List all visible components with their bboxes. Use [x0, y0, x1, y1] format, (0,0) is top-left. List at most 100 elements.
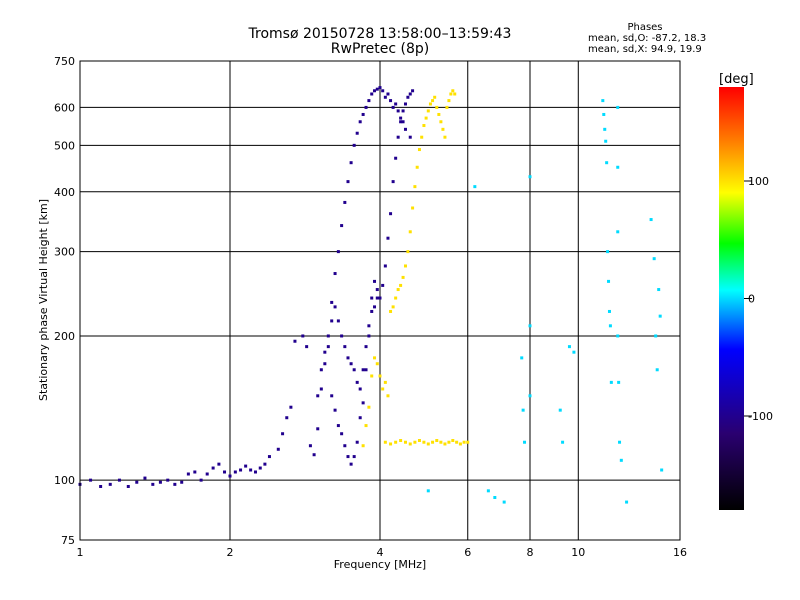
- data-point: [233, 470, 237, 474]
- data-point: [361, 112, 365, 116]
- data-point: [389, 309, 393, 313]
- data-point: [336, 250, 340, 254]
- x-tick-label: 10: [571, 546, 585, 559]
- data-points: [78, 86, 664, 504]
- data-point: [486, 489, 490, 493]
- data-point: [408, 230, 412, 234]
- data-point: [652, 257, 656, 261]
- data-point: [401, 120, 405, 124]
- data-point: [375, 288, 379, 292]
- data-point: [373, 279, 377, 283]
- data-point: [422, 124, 426, 128]
- data-point: [655, 368, 659, 372]
- data-point: [426, 442, 430, 446]
- data-point: [367, 334, 371, 338]
- y-tick-label: 400: [54, 186, 75, 199]
- data-point: [361, 368, 365, 372]
- data-point: [396, 288, 400, 292]
- x-tick-label: 1: [77, 546, 84, 559]
- data-point: [422, 440, 426, 444]
- data-point: [606, 250, 610, 254]
- data-point: [389, 442, 393, 446]
- colorbar-tick-label: 0: [748, 293, 755, 306]
- data-point: [211, 466, 215, 470]
- data-point: [364, 368, 368, 372]
- data-point: [249, 468, 253, 472]
- data-point: [453, 92, 457, 96]
- data-point: [572, 350, 576, 354]
- data-point: [375, 362, 379, 366]
- data-point: [408, 135, 412, 139]
- data-point: [267, 455, 271, 459]
- data-point: [333, 272, 337, 276]
- data-point: [618, 440, 622, 444]
- data-point: [391, 305, 395, 309]
- data-point: [312, 453, 316, 457]
- data-point: [258, 466, 262, 470]
- data-point: [228, 474, 232, 478]
- x-tick-label: 2: [227, 546, 234, 559]
- x-tick-label: 6: [464, 546, 471, 559]
- data-point: [561, 440, 565, 444]
- data-point: [437, 112, 441, 116]
- data-point: [244, 464, 248, 468]
- data-point: [349, 462, 353, 466]
- data-point: [375, 296, 379, 300]
- data-point: [367, 405, 371, 409]
- data-point: [378, 296, 382, 300]
- data-point: [406, 95, 410, 99]
- data-point: [394, 156, 398, 160]
- data-point: [520, 356, 524, 360]
- data-point: [455, 440, 459, 444]
- data-point: [396, 135, 400, 139]
- data-point: [403, 127, 407, 131]
- data-point: [263, 462, 267, 466]
- data-point: [333, 305, 337, 309]
- data-point: [660, 468, 664, 472]
- data-point: [462, 440, 466, 444]
- data-point: [521, 408, 525, 412]
- data-point: [108, 482, 112, 486]
- data-point: [135, 480, 139, 484]
- data-point: [466, 440, 470, 444]
- data-point: [443, 135, 447, 139]
- plot-frame: [79, 60, 681, 541]
- data-point: [447, 440, 451, 444]
- data-point: [367, 99, 371, 103]
- data-point: [389, 212, 393, 216]
- data-point: [143, 476, 147, 480]
- data-point: [319, 387, 323, 391]
- data-point: [253, 470, 257, 474]
- data-point: [330, 319, 334, 323]
- data-point: [408, 442, 412, 446]
- data-point: [333, 408, 337, 412]
- data-point: [619, 458, 623, 462]
- data-point: [417, 148, 421, 152]
- data-point: [445, 105, 449, 109]
- data-point: [370, 309, 374, 313]
- data-point: [424, 116, 428, 120]
- data-point: [473, 185, 477, 189]
- data-point: [301, 334, 305, 338]
- data-point: [358, 120, 362, 124]
- data-point: [609, 380, 613, 384]
- data-point: [355, 440, 359, 444]
- data-point: [451, 89, 455, 93]
- data-point: [502, 500, 506, 504]
- data-point: [415, 165, 419, 169]
- data-point: [199, 478, 203, 482]
- data-point: [346, 180, 350, 184]
- chart-title: Tromsø 20150728 13:58:00–13:59:43: [248, 26, 512, 42]
- data-point: [340, 334, 344, 338]
- data-point: [603, 127, 607, 131]
- data-point: [205, 472, 209, 476]
- y-tick-label: 300: [54, 246, 75, 259]
- data-point: [355, 131, 359, 135]
- data-point: [386, 236, 390, 240]
- data-point: [239, 468, 243, 472]
- data-point: [361, 401, 365, 405]
- y-tick-label: 750: [54, 55, 75, 68]
- data-point: [657, 288, 661, 292]
- data-point: [449, 92, 453, 96]
- data-point: [193, 470, 197, 474]
